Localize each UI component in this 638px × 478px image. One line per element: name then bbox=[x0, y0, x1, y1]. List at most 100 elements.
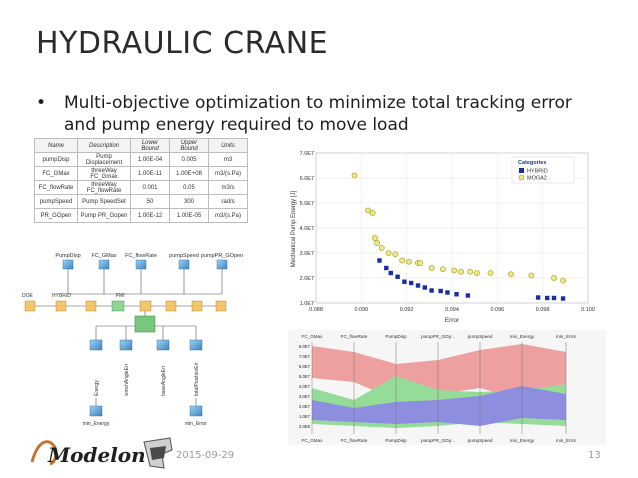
point-moga2 bbox=[392, 251, 399, 258]
point-moga2 bbox=[458, 268, 464, 275]
footer-date: 2015-09-29 bbox=[176, 450, 235, 461]
point-hybrid bbox=[388, 270, 393, 276]
table-cell: 1.00E-04 bbox=[130, 152, 170, 167]
flow-label-pumppr-gopen: pumpPR_GOpen bbox=[201, 253, 243, 259]
point-moga2 bbox=[372, 235, 378, 241]
point-hybrid bbox=[409, 280, 414, 286]
bullet-text: Multi-objective optimization to minimize… bbox=[64, 93, 572, 135]
parallel-tick: 7.0E7 bbox=[299, 354, 311, 359]
parallel-tick: 3.0E7 bbox=[299, 394, 311, 399]
parallel-axis-bottom: min_Error bbox=[556, 438, 577, 443]
legend-title: Categories bbox=[518, 160, 546, 166]
flow-label-doe: DOE bbox=[22, 293, 34, 299]
table-cell: 0.001 bbox=[130, 180, 170, 195]
table-cell: m3/s bbox=[208, 180, 248, 195]
point-moga2 bbox=[528, 272, 535, 279]
flow-output-boxes bbox=[89, 339, 203, 351]
flow-label-hybrid: HYBRID bbox=[52, 293, 71, 299]
point-moga2 bbox=[385, 250, 392, 256]
point-moga2 bbox=[351, 172, 358, 179]
flow-objective-boxes bbox=[89, 405, 203, 417]
point-moga2 bbox=[467, 268, 474, 275]
point-hybrid bbox=[535, 295, 541, 300]
page-number: 13 bbox=[588, 450, 601, 461]
table-cell: threeWay FC_Gmax bbox=[77, 166, 131, 181]
table-row: pumpSpeed Pump SpeedSet 50 300 rad/s bbox=[34, 194, 248, 209]
band-blue bbox=[312, 386, 566, 426]
parallel-tick: 2.0E8 bbox=[299, 424, 311, 429]
partner-badge-icon bbox=[143, 437, 173, 469]
workflow-diagram: PumpDisp FC_GMax FC_flowRate pumpSpeed p… bbox=[22, 253, 243, 427]
parallel-axis-top: FC_GMax bbox=[302, 334, 324, 339]
parallel-tick: 6.0E7 bbox=[299, 364, 311, 369]
col-header-name: Name bbox=[34, 138, 78, 153]
legend-hybrid-marker bbox=[519, 168, 524, 173]
table-row: FC_GMax threeWay FC_Gmax 1.00E-11 1.00E+… bbox=[34, 166, 248, 181]
pareto-scatter-chart: 1.0E7 2.0E7 3.0E7 4.0E7 5.0E7 6.0E7 7.0E7 0.08… bbox=[291, 151, 595, 324]
flow-output-totalpositionerr: totalPositionErr bbox=[194, 362, 200, 396]
col-header-upper-bound: Upper Bound bbox=[169, 138, 209, 153]
point-hybrid bbox=[395, 274, 400, 279]
table-cell: 1.00E-05 bbox=[169, 208, 209, 223]
modelon-logo: Modelon bbox=[30, 440, 146, 467]
point-moga2 bbox=[417, 260, 424, 266]
parallel-tick: 5.0E7 bbox=[299, 374, 311, 379]
x-tick-label: 0.088 bbox=[309, 307, 323, 313]
y-tick-label: 6.0E7 bbox=[300, 176, 314, 182]
point-moga2 bbox=[474, 270, 480, 276]
point-hybrid bbox=[415, 283, 421, 288]
table-row: pumpDisp Pump Displacement 1.00E-04 0.00… bbox=[34, 152, 248, 167]
point-moga2 bbox=[508, 271, 514, 278]
col-header-lower-bound: Lower Bound bbox=[130, 138, 170, 153]
y-tick-label: 3.0E7 bbox=[300, 251, 314, 257]
point-moga2 bbox=[487, 270, 494, 276]
parallel-bands bbox=[312, 344, 566, 428]
point-moga2 bbox=[560, 277, 566, 284]
logo-swoosh bbox=[30, 440, 58, 466]
point-moga2 bbox=[440, 266, 446, 273]
parallel-tick: 1.0E7 bbox=[299, 414, 311, 419]
flow-label-pumpdisp: PumpDisp bbox=[55, 253, 80, 259]
table-row: PR_GOpen Pump PR_Gopen 1.00E-12 1.00E-05… bbox=[34, 208, 248, 223]
table-cell: m3/(s.Pa) bbox=[208, 208, 248, 223]
flow-output-baseangleerr: baseAngleErr bbox=[161, 365, 167, 396]
bullet-marker: • bbox=[36, 93, 47, 113]
point-hybrid bbox=[454, 292, 459, 297]
flow-output-energy: Energy bbox=[94, 380, 100, 396]
point-hybrid bbox=[402, 279, 407, 284]
band-red bbox=[312, 344, 566, 400]
point-moga2 bbox=[428, 265, 435, 271]
parallel-axis-bottom: pumpSpeed bbox=[468, 438, 493, 443]
parallel-axes-lines bbox=[311, 342, 567, 434]
parallel-tick: 2.0E7 bbox=[299, 404, 311, 409]
point-hybrid bbox=[377, 258, 382, 263]
table-cell: pumpDisp bbox=[34, 152, 78, 167]
table-cell: 1.00E+08 bbox=[169, 166, 209, 181]
data-points bbox=[351, 172, 566, 301]
table-cell: 0.005 bbox=[169, 152, 209, 167]
table-cell: 1.00E-11 bbox=[130, 166, 170, 181]
legend-moga2-label: MOGA2 bbox=[527, 176, 547, 182]
y-tick-label: 2.0E7 bbox=[300, 276, 314, 282]
grid-lines bbox=[315, 152, 589, 304]
table-cell: 0.05 bbox=[169, 180, 209, 195]
parallel-axis-top: PumpDisp bbox=[385, 334, 407, 339]
flow-label-fc-gmax: FC_GMax bbox=[91, 253, 116, 259]
table-cell: 1.00E-12 bbox=[130, 208, 170, 223]
flow-top-labels: PumpDisp FC_GMax FC_flowRate pumpSpeed p… bbox=[55, 253, 243, 259]
table-row: FC_flowRate threeWay FC_flowRate 0.001 0… bbox=[34, 180, 248, 195]
point-hybrid bbox=[384, 265, 389, 271]
y-axis-label: Mechanical Pump Energy [J] bbox=[291, 190, 297, 267]
point-moga2 bbox=[365, 207, 372, 214]
point-moga2 bbox=[406, 258, 412, 265]
table-cell: Pump Displacement bbox=[77, 152, 131, 167]
point-hybrid bbox=[429, 288, 434, 293]
flow-label-pumpspeed: pumpSpeed bbox=[169, 253, 199, 259]
point-moga2 bbox=[378, 245, 385, 251]
parallel-axis-bottom: min_Energy bbox=[510, 438, 535, 443]
slide-title: HYDRAULIC CRANE bbox=[36, 26, 329, 61]
point-moga2 bbox=[551, 275, 557, 281]
parallel-axis-top: pumpSpeed bbox=[468, 334, 493, 339]
y-tick-label: 1.0E7 bbox=[300, 301, 314, 307]
point-hybrid bbox=[445, 290, 450, 295]
